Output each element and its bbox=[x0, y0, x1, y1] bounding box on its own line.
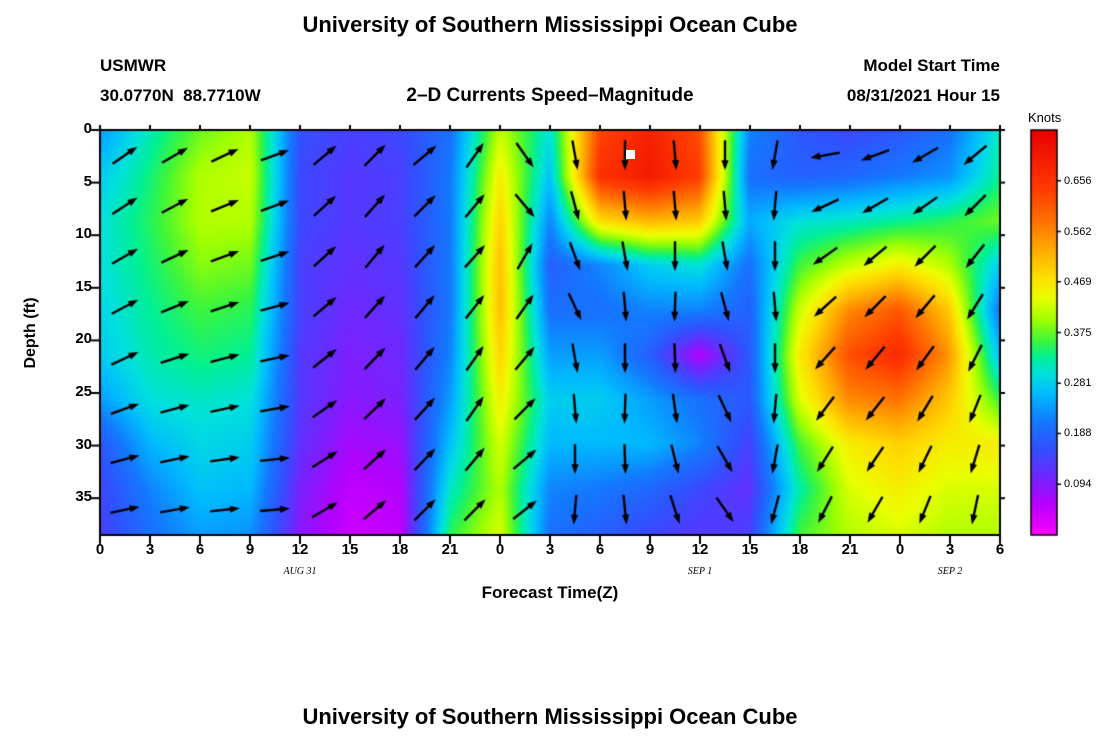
x-tick-label: 15 bbox=[341, 541, 359, 558]
station-id: USMWR bbox=[100, 56, 167, 75]
x-tick-label: 9 bbox=[645, 541, 655, 558]
y-axis-label: Depth (ft) bbox=[22, 297, 39, 369]
colorbar-tick-label: 0.281 bbox=[1064, 377, 1092, 390]
y-tick-label: 15 bbox=[75, 277, 92, 295]
x-tick-label: 6 bbox=[595, 541, 605, 558]
x-axis-label: Forecast Time(Z) bbox=[481, 583, 619, 602]
y-tick-label: 0 bbox=[83, 120, 92, 137]
date-label: SEP 1 bbox=[687, 566, 713, 577]
station-coords: 30.0770N 88.7710W bbox=[100, 86, 261, 105]
x-tick-label: 9 bbox=[245, 541, 255, 558]
x-tick-label: 3 bbox=[945, 541, 955, 558]
x-tick-label: 18 bbox=[391, 541, 409, 558]
x-tick-label: 3 bbox=[145, 541, 155, 558]
x-tick-label: 12 bbox=[291, 541, 309, 558]
colorbar-tick-label: 0.562 bbox=[1064, 225, 1092, 238]
colorbar-tick-label: 0.188 bbox=[1064, 427, 1092, 440]
x-tick-label: 12 bbox=[691, 541, 709, 558]
top-title: University of Southern Mississippi Ocean… bbox=[302, 12, 798, 37]
colorbar-tick-label: 0.469 bbox=[1064, 275, 1092, 288]
y-tick-label: 35 bbox=[75, 488, 92, 506]
date-label: AUG 31 bbox=[283, 566, 317, 577]
x-tick-label: 15 bbox=[741, 541, 759, 558]
x-tick-label: 6 bbox=[195, 541, 205, 558]
y-tick-label: 5 bbox=[83, 172, 92, 190]
x-tick-label: 0 bbox=[895, 541, 905, 558]
x-tick-label: 21 bbox=[841, 541, 859, 558]
model-start-value: 08/31/2021 Hour 15 bbox=[846, 86, 1000, 105]
white-marker bbox=[626, 150, 635, 160]
x-tick-label: 21 bbox=[441, 541, 459, 558]
x-tick-label: 0 bbox=[495, 541, 505, 558]
y-tick-label: 30 bbox=[75, 435, 92, 453]
colorbar-tick-label: 0.375 bbox=[1064, 326, 1092, 339]
x-tick-label: 0 bbox=[95, 541, 105, 558]
colorbar-tick-label: 0.656 bbox=[1064, 174, 1092, 187]
date-label: SEP 2 bbox=[937, 566, 963, 577]
plot-subtitle: 2–D Currents Speed–Magnitude bbox=[406, 85, 694, 106]
bottom-title: University of Southern Mississippi Ocean… bbox=[302, 704, 798, 729]
x-tick-label: 18 bbox=[791, 541, 809, 558]
y-tick-label: 10 bbox=[75, 225, 92, 243]
colorbar-unit-label: Knots bbox=[1028, 110, 1062, 125]
y-tick-label: 25 bbox=[75, 382, 92, 400]
model-start-label: Model Start Time bbox=[863, 56, 1000, 75]
colorbar-tick-label: 0.094 bbox=[1064, 478, 1092, 491]
x-tick-label: 6 bbox=[995, 541, 1005, 558]
x-tick-label: 3 bbox=[545, 541, 555, 558]
y-tick-label: 20 bbox=[75, 330, 92, 348]
